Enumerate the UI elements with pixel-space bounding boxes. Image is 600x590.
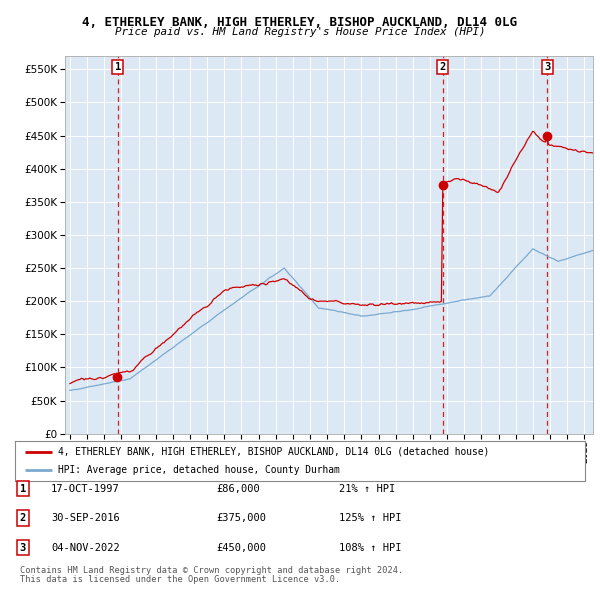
Text: Price paid vs. HM Land Registry's House Price Index (HPI): Price paid vs. HM Land Registry's House … (115, 27, 485, 37)
Text: This data is licensed under the Open Government Licence v3.0.: This data is licensed under the Open Gov… (20, 575, 340, 584)
Text: 17-OCT-1997: 17-OCT-1997 (51, 484, 120, 493)
Text: 4, ETHERLEY BANK, HIGH ETHERLEY, BISHOP AUCKLAND, DL14 0LG (detached house): 4, ETHERLEY BANK, HIGH ETHERLEY, BISHOP … (58, 447, 489, 457)
Text: 3: 3 (20, 543, 26, 552)
Text: 4, ETHERLEY BANK, HIGH ETHERLEY, BISHOP AUCKLAND, DL14 0LG: 4, ETHERLEY BANK, HIGH ETHERLEY, BISHOP … (83, 16, 517, 29)
Text: 3: 3 (544, 62, 550, 72)
Text: £375,000: £375,000 (216, 513, 266, 523)
Text: Contains HM Land Registry data © Crown copyright and database right 2024.: Contains HM Land Registry data © Crown c… (20, 566, 403, 575)
Text: 1: 1 (115, 62, 121, 72)
Text: £86,000: £86,000 (216, 484, 260, 493)
Text: 125% ↑ HPI: 125% ↑ HPI (339, 513, 401, 523)
Text: HPI: Average price, detached house, County Durham: HPI: Average price, detached house, Coun… (58, 466, 340, 476)
Text: £450,000: £450,000 (216, 543, 266, 552)
Text: 1: 1 (20, 484, 26, 493)
Text: 108% ↑ HPI: 108% ↑ HPI (339, 543, 401, 552)
Text: 21% ↑ HPI: 21% ↑ HPI (339, 484, 395, 493)
Text: 2: 2 (440, 62, 446, 72)
Text: 2: 2 (20, 513, 26, 523)
Text: 30-SEP-2016: 30-SEP-2016 (51, 513, 120, 523)
Text: 04-NOV-2022: 04-NOV-2022 (51, 543, 120, 552)
